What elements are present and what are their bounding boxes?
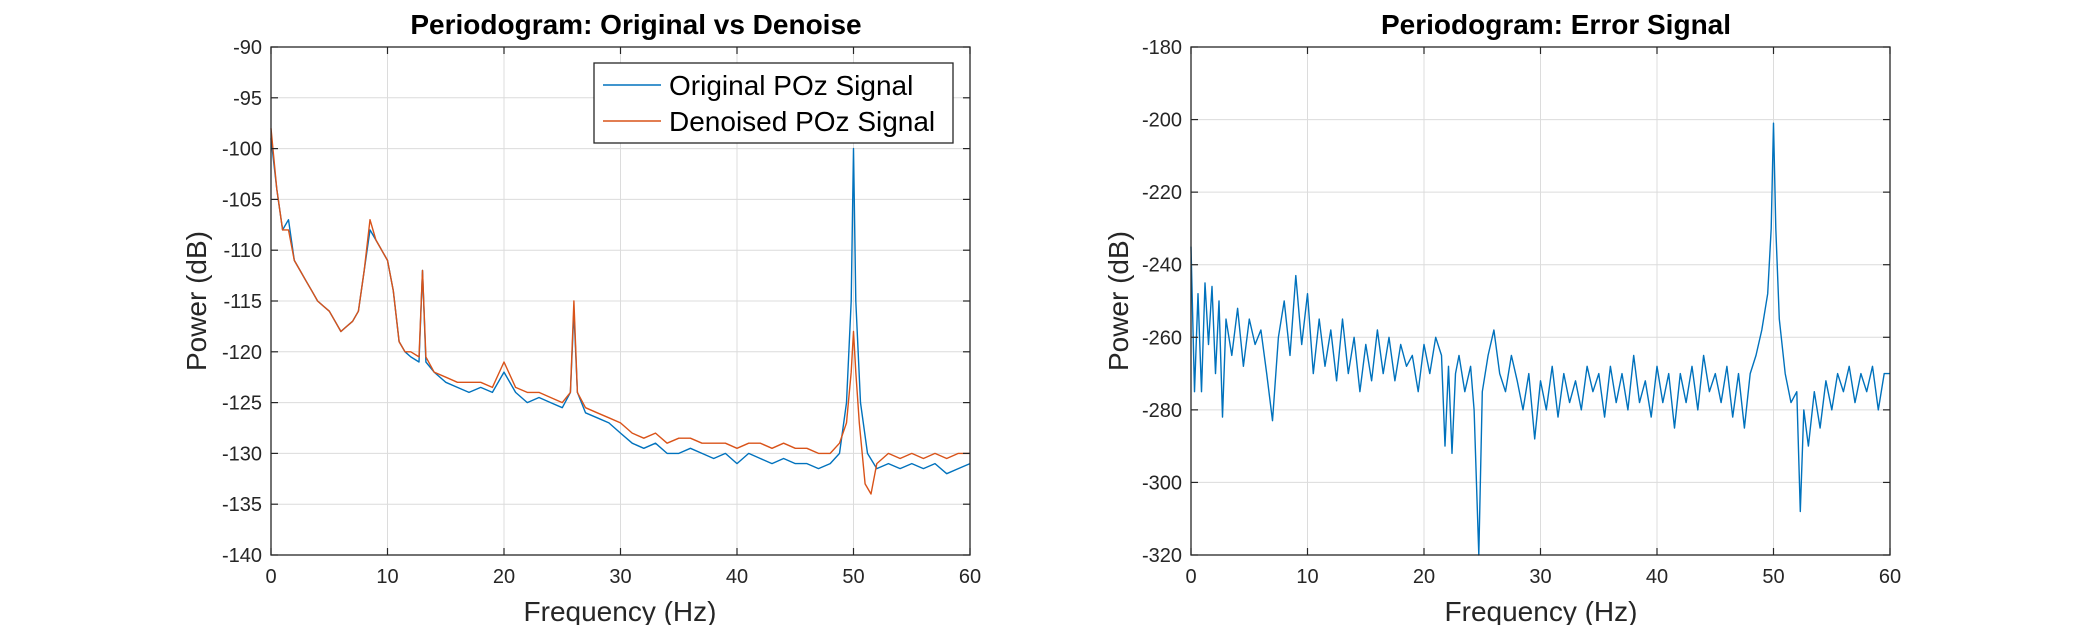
y-tick-label: -100 bbox=[222, 139, 262, 161]
y-tick-label: -110 bbox=[223, 240, 262, 262]
y-tick-label: -135 bbox=[222, 494, 262, 516]
y-tick-label: -130 bbox=[222, 443, 262, 465]
legend-entry-original: Original POz Signal bbox=[669, 70, 913, 101]
chart-original-vs-denoise: Periodogram: Original vs Denoise 0 10 20 30… bbox=[181, 9, 981, 625]
y-axis-label: Power (dB) bbox=[1103, 231, 1134, 371]
y-tick-label: -220 bbox=[1142, 182, 1182, 204]
x-tick-label: 30 bbox=[1529, 566, 1551, 588]
x-tick-label: 60 bbox=[1879, 566, 1901, 588]
x-tick-label: 60 bbox=[959, 566, 981, 588]
tick-labels: 0 10 20 30 40 50 60 -320 -300 -280 -260 -240 -220 -20… bbox=[1142, 37, 1901, 588]
legend-entry-denoised: Denoised POz Signal bbox=[669, 106, 935, 137]
chart-error-signal: Periodogram: Error Signal 0 10 20 30 40 50 60 -… bbox=[1103, 9, 1901, 625]
y-tick-label: -95 bbox=[233, 88, 262, 110]
x-tick-label: 0 bbox=[265, 566, 276, 588]
y-tick-label: -280 bbox=[1142, 400, 1182, 422]
x-tick-label: 50 bbox=[842, 566, 864, 588]
y-tick-label: -240 bbox=[1142, 255, 1182, 277]
grid bbox=[1191, 47, 1890, 555]
x-tick-label: 30 bbox=[609, 566, 631, 588]
y-axis-label: Power (dB) bbox=[181, 231, 212, 371]
y-tick-label: -320 bbox=[1142, 545, 1182, 567]
x-tick-label: 10 bbox=[1296, 566, 1318, 588]
y-tick-label: -200 bbox=[1142, 110, 1182, 132]
x-tick-label: 10 bbox=[376, 566, 398, 588]
y-tick-label: -90 bbox=[233, 37, 262, 59]
chart-title: Periodogram: Original vs Denoise bbox=[410, 9, 861, 40]
x-axis-label: Frequency (Hz) bbox=[524, 596, 717, 625]
series-layer bbox=[1190, 122, 1890, 556]
series-line-1 bbox=[270, 128, 970, 495]
y-tick-label: -140 bbox=[222, 545, 262, 567]
x-tick-label: 50 bbox=[1762, 566, 1784, 588]
x-axis-label: Frequency (Hz) bbox=[1445, 596, 1638, 625]
x-tick-label: 40 bbox=[1646, 566, 1668, 588]
series-line-0 bbox=[1190, 122, 1890, 556]
x-tick-label: 0 bbox=[1185, 566, 1196, 588]
y-tick-label: -120 bbox=[222, 342, 262, 364]
y-tick-label: -125 bbox=[222, 393, 262, 415]
y-tick-label: -300 bbox=[1142, 472, 1182, 494]
x-tick-label: 40 bbox=[726, 566, 748, 588]
y-tick-label: -180 bbox=[1142, 37, 1182, 59]
chart-title: Periodogram: Error Signal bbox=[1381, 9, 1731, 40]
legend-box bbox=[593, 62, 954, 144]
y-tick-label: -105 bbox=[222, 189, 262, 211]
y-tick-label: -260 bbox=[1142, 327, 1182, 349]
x-tick-label: 20 bbox=[493, 566, 515, 588]
series-layer bbox=[270, 128, 971, 495]
x-tick-label: 20 bbox=[1413, 566, 1435, 588]
legend: Original POz Signal Denoised POz Signal bbox=[593, 62, 954, 144]
tick-labels: 0 10 20 30 40 50 60 -140 -135 -130 -125 -120 -115 -11… bbox=[222, 37, 981, 588]
y-tick-label: -115 bbox=[223, 291, 262, 313]
